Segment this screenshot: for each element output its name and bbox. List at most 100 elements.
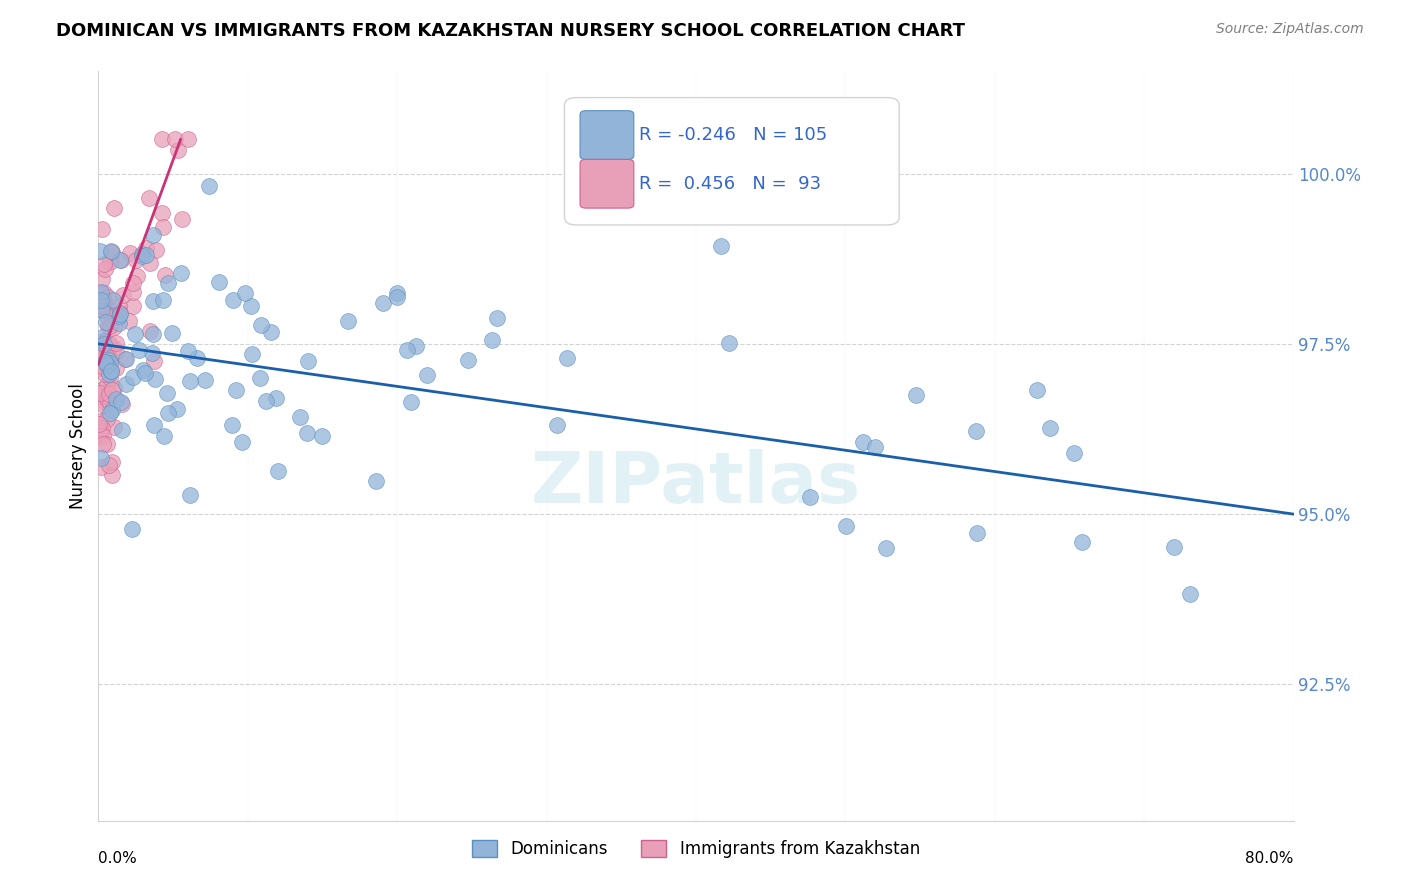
Point [100,244,122,258]
Point [385,286,408,301]
Point [101,467,124,482]
Point [131,247,153,261]
Point [1038,421,1060,435]
Point [96,376,118,391]
Point [371,296,394,310]
Point [167,143,190,157]
Point [1163,540,1185,554]
Point [93,355,115,369]
Point [93,398,115,412]
Point [108,299,131,313]
Point [94,334,117,348]
Point [108,253,131,268]
Point [108,309,131,323]
Point [555,351,578,365]
Point [125,253,148,268]
Point [90,299,112,313]
Point [93,382,115,396]
Point [97,335,120,350]
Point [179,487,201,501]
Point [94,262,117,277]
Y-axis label: Nursery School: Nursery School [69,383,87,509]
Point [94,296,117,310]
Point [546,417,568,432]
Point [235,286,257,301]
Point [481,333,503,347]
Point [100,455,122,469]
Point [97,290,120,304]
Point [90,425,112,439]
Text: 80.0%: 80.0% [1246,851,1294,865]
Point [90,415,112,429]
Point [135,248,157,262]
Point [186,351,208,365]
Point [122,285,145,299]
Point [457,353,479,368]
Point [115,377,138,392]
Point [105,344,128,359]
Point [1025,383,1047,397]
Point [110,252,132,267]
Point [288,410,311,425]
Point [143,417,166,432]
Point [114,351,136,366]
Point [337,314,360,328]
Point [108,307,131,321]
Point [118,313,141,327]
Point [134,366,156,380]
Point [249,370,271,384]
Point [835,519,858,533]
Point [124,327,146,342]
Point [91,303,114,318]
Point [91,429,114,443]
Text: ZIPatlas: ZIPatlas [531,449,860,518]
Point [96,358,118,372]
Point [153,268,176,283]
Point [94,388,117,402]
Point [170,266,193,280]
Point [1071,535,1094,549]
Point [100,363,122,377]
Point [179,374,201,388]
Point [98,351,121,365]
Point [114,351,136,366]
Point [176,344,198,359]
Point [710,238,733,252]
Point [91,303,114,318]
Point [90,293,112,307]
Point [156,385,179,400]
Point [267,464,290,478]
Point [103,341,125,355]
Point [111,424,134,438]
Point [121,523,143,537]
Point [104,360,127,375]
Point [122,370,145,384]
Point [90,421,112,435]
Point [91,330,114,344]
Point [239,299,262,313]
Point [94,362,117,376]
Point [90,451,112,466]
Point [170,211,193,226]
Point [97,318,120,333]
Point [90,359,112,373]
Point [163,132,186,146]
Point [231,435,253,450]
Point [98,406,121,420]
Point [100,244,122,259]
Point [156,406,179,420]
Point [966,526,988,541]
Point [89,360,111,375]
Point [94,334,117,349]
Point [91,359,114,373]
Point [128,343,150,357]
Point [90,221,112,235]
Point [100,371,122,385]
Point [118,246,141,260]
Point [89,386,111,401]
Point [93,337,115,351]
Point [91,272,114,286]
Point [311,428,333,442]
Point [297,354,319,368]
Point [90,459,112,474]
